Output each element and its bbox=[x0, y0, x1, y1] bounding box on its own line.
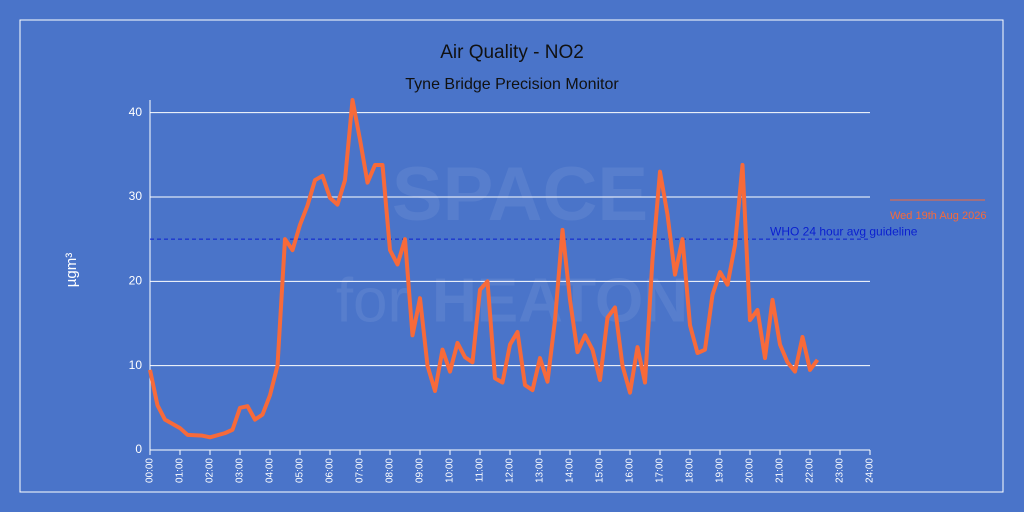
x-tick-label: 12:00 bbox=[505, 458, 516, 483]
x-tick-label: 07:00 bbox=[355, 458, 366, 483]
x-tick-label: 13:00 bbox=[535, 458, 546, 483]
x-tick-label: 20:00 bbox=[745, 458, 756, 483]
x-tick-label: 10:00 bbox=[445, 458, 456, 483]
y-tick-label: 10 bbox=[129, 358, 143, 372]
data-line bbox=[148, 98, 820, 440]
x-tick-label: 17:00 bbox=[655, 458, 666, 483]
x-tick-label: 14:00 bbox=[565, 458, 576, 483]
legend-label: Wed 19th Aug 2026 bbox=[890, 210, 986, 222]
x-tick-label: 15:00 bbox=[595, 458, 606, 483]
x-tick-label: 01:00 bbox=[175, 458, 186, 483]
x-tick-label: 24:00 bbox=[865, 458, 876, 483]
x-tick-label: 03:00 bbox=[235, 458, 246, 483]
y-tick-label: 0 bbox=[135, 442, 142, 456]
x-tick-label: 09:00 bbox=[415, 458, 426, 483]
reference-label: WHO 24 hour avg guideline bbox=[770, 224, 918, 238]
x-tick-label: 19:00 bbox=[715, 458, 726, 483]
x-tick-label: 05:00 bbox=[295, 458, 306, 483]
y-tick-label: 40 bbox=[129, 105, 143, 119]
x-tick-label: 02:00 bbox=[205, 458, 216, 483]
x-tick-label: 11:00 bbox=[475, 458, 486, 483]
x-tick-label: 16:00 bbox=[625, 458, 636, 483]
x-tick-label: 22:00 bbox=[805, 458, 816, 483]
y-tick-label: 30 bbox=[129, 189, 143, 203]
x-tick-label: 08:00 bbox=[385, 458, 396, 483]
x-tick-label: 04:00 bbox=[265, 458, 276, 483]
y-axis-label: µgm³ bbox=[63, 253, 80, 287]
x-tick-label: 00:00 bbox=[145, 458, 156, 483]
frame bbox=[19, 19, 1004, 493]
x-tick-label: 06:00 bbox=[325, 458, 336, 483]
chart-title: Air Quality - NO2 bbox=[440, 42, 584, 63]
x-tick-label: 21:00 bbox=[775, 458, 786, 483]
watermark: SPACE bbox=[392, 152, 648, 237]
y-tick-label: 20 bbox=[129, 273, 143, 287]
x-tick-label: 23:00 bbox=[835, 458, 846, 483]
chart-subtitle: Tyne Bridge Precision Monitor bbox=[405, 76, 619, 93]
x-tick-label: 18:00 bbox=[685, 458, 696, 483]
watermark: for bbox=[336, 266, 408, 335]
